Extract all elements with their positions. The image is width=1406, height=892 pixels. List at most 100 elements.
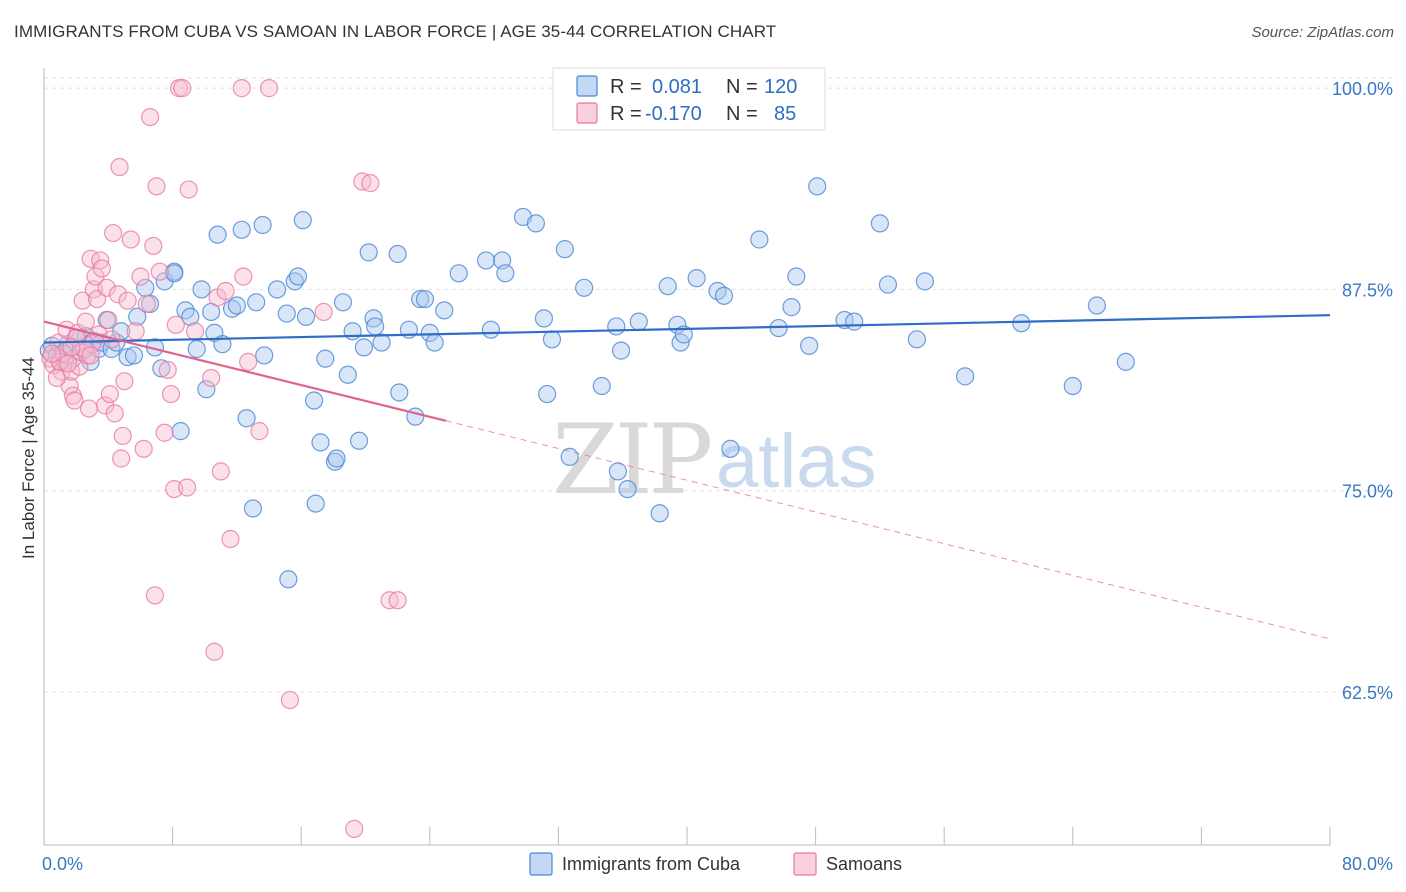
y-tick-label-3: 100.0%: [1332, 79, 1393, 99]
point-cuba-31: [187, 339, 206, 359]
point-samoan-76: [59, 354, 78, 373]
point-cuba-86: [542, 330, 562, 349]
point-samoan-26: [99, 310, 118, 330]
axes: [43, 68, 1331, 846]
point-samoan-28: [104, 223, 123, 243]
point-cuba-69: [390, 383, 409, 402]
point-samoan-84: [42, 344, 62, 363]
point-samoan-43: [145, 586, 165, 605]
point-cuba-33: [197, 380, 216, 399]
point-cuba-104: [721, 439, 740, 458]
point-cuba-115: [907, 330, 926, 349]
point-samoan-13: [73, 291, 92, 310]
point-cuba-56: [316, 349, 335, 368]
point-cuba-53: [304, 391, 324, 410]
point-cuba-60: [338, 365, 357, 384]
point-cuba-100: [674, 325, 693, 344]
point-samoan-37: [126, 322, 145, 341]
point-cuba-88: [560, 447, 579, 466]
point-samoan-9: [65, 391, 84, 410]
point-cuba-54: [306, 494, 325, 513]
point-samoan-53: [177, 478, 197, 497]
series-legend-swatch-cuba: [529, 852, 553, 876]
point-cuba-48: [279, 570, 298, 589]
point-cuba-49: [285, 272, 304, 291]
point-samoan-50: [166, 315, 185, 334]
legend-swatch-pink: [576, 102, 598, 124]
correlation-legend: R = 0.081 N = 120 R = -0.170 N = 85: [552, 67, 826, 131]
point-cuba-46: [267, 280, 287, 299]
point-cuba-120: [1087, 296, 1107, 315]
trend-dashed-samoan: [445, 420, 1331, 640]
point-cuba-78: [476, 251, 496, 270]
trend-lines: [43, 314, 1331, 640]
point-samoan-34: [115, 372, 134, 391]
point-cuba-28: [171, 422, 190, 441]
point-samoan-82: [81, 346, 100, 365]
point-samoan-69: [345, 819, 364, 838]
point-cuba-45: [255, 346, 274, 365]
point-cuba-36: [208, 225, 227, 244]
grid-lines: [44, 77, 1395, 693]
point-cuba-62: [349, 431, 369, 450]
point-cuba-27: [165, 264, 184, 283]
point-samoan-80: [47, 368, 66, 388]
point-cuba-43: [247, 293, 266, 312]
point-samoan-73: [388, 591, 407, 610]
point-samoan-6: [60, 376, 79, 396]
point-samoan-47: [158, 360, 177, 380]
point-samoan-39: [134, 439, 153, 458]
point-samoan-35: [118, 291, 137, 310]
point-samoan-56: [202, 368, 221, 388]
y-tick-label-1: 75.0%: [1342, 482, 1393, 502]
watermark: ZIP atlas: [552, 404, 877, 516]
legend-r-value-pink: -0.170: [645, 103, 702, 125]
y-tick-label-2: 87.5%: [1342, 280, 1393, 300]
point-cuba-58: [327, 449, 346, 468]
point-cuba-51: [293, 211, 312, 230]
point-samoan-38: [131, 267, 150, 286]
point-samoan-40: [137, 294, 156, 313]
point-cuba-32: [192, 280, 211, 299]
point-cuba-41: [237, 409, 256, 428]
legend-box: [552, 67, 826, 131]
point-samoan-16: [79, 399, 99, 418]
point-cuba-83: [526, 214, 545, 233]
x-tick-labels: 0.0% 80.0%: [42, 854, 1393, 874]
point-samoan-36: [121, 230, 140, 249]
point-samoan-59: [211, 462, 230, 481]
series-legend: Immigrants from Cuba Samoans: [529, 852, 902, 876]
legend-r-value-blue: 0.081: [652, 76, 702, 98]
point-samoan-46: [155, 423, 174, 442]
point-cuba-67: [372, 333, 391, 352]
point-cuba-94: [618, 479, 637, 499]
point-samoan-27: [100, 384, 120, 404]
y-tick-label-0: 62.5%: [1342, 683, 1393, 703]
legend-n-label-blue: N =: [726, 76, 758, 98]
point-samoan-25: [97, 278, 116, 297]
point-cuba-116: [915, 272, 935, 291]
point-cuba-105: [750, 230, 769, 249]
watermark-atlas: atlas: [716, 419, 877, 504]
point-samoan-42: [144, 236, 163, 256]
legend-n-value-pink: 85: [774, 103, 796, 125]
point-cuba-39: [227, 296, 246, 315]
point-cuba-63: [354, 338, 373, 357]
point-samoan-65: [250, 422, 269, 441]
point-cuba-92: [608, 462, 627, 481]
point-samoan-48: [161, 384, 181, 404]
point-cuba-95: [629, 312, 648, 331]
point-cuba-30: [181, 307, 200, 326]
point-cuba-119: [1063, 376, 1082, 396]
point-samoan-29: [105, 404, 124, 423]
point-cuba-50: [288, 267, 308, 286]
point-cuba-113: [870, 214, 890, 233]
trend-solid-cuba: [43, 314, 1331, 344]
point-cuba-118: [1012, 314, 1031, 333]
legend-swatch-blue: [576, 75, 598, 97]
point-cuba-24: [152, 359, 171, 378]
x-tick-label-0: 0.0%: [42, 854, 83, 874]
series-legend-swatch-samoans: [793, 852, 817, 876]
point-samoan-66: [259, 79, 279, 98]
point-cuba-40: [232, 220, 251, 239]
